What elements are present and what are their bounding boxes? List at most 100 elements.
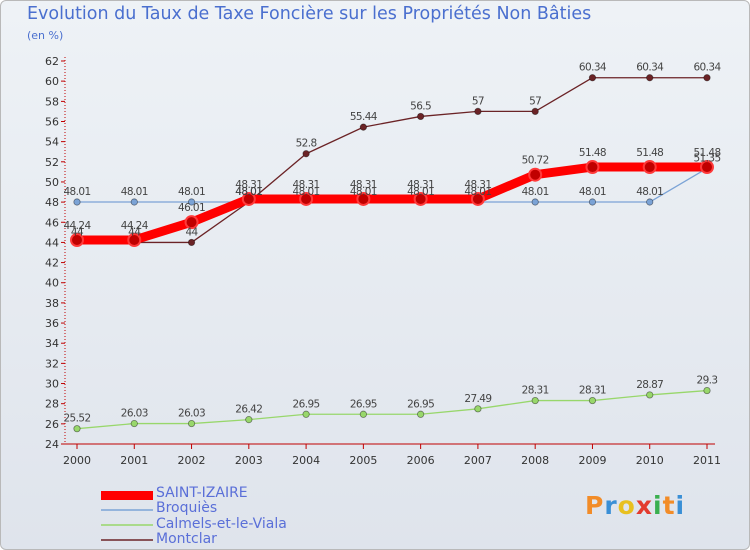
data-label-calmels-et-le-viala: 28.87 — [636, 379, 663, 391]
logo-letter: i — [675, 491, 686, 520]
data-label-saint-izaire: 44.24 — [63, 220, 91, 232]
data-label-saint-izaire: 48.31 — [407, 179, 434, 191]
data-label-saint-izaire: 48.31 — [235, 179, 262, 191]
data-label-broqui-s: 48.01 — [121, 186, 148, 198]
y-tick-label: 44 — [45, 236, 59, 249]
data-label-broqui-s: 48.01 — [293, 186, 320, 198]
data-label-calmels-et-le-viala: 28.31 — [579, 385, 606, 397]
logo-letter: i — [653, 491, 663, 520]
x-tick-label: 2008 — [521, 454, 549, 467]
data-label-broqui-s: 48.01 — [178, 186, 205, 198]
y-tick-label: 62 — [45, 55, 59, 68]
data-point-saint-izaire — [700, 160, 714, 175]
data-label-saint-izaire: 48.31 — [464, 179, 491, 191]
data-point-montclar — [302, 150, 310, 158]
y-tick-label: 54 — [45, 136, 59, 149]
data-label-montclar: 48.01 — [235, 186, 262, 198]
data-label-montclar: 60.34 — [693, 62, 721, 74]
data-point-saint-izaire — [585, 160, 600, 175]
legend-swatches — [101, 491, 153, 541]
proxiti-logo[interactable]: Proxiti — [585, 491, 685, 520]
data-point-montclar — [588, 74, 597, 82]
legend-label-montclar: Montclar — [156, 531, 217, 547]
y-tick-label: 52 — [45, 156, 59, 169]
data-point-calmels-et-le-viala — [73, 425, 81, 433]
x-tick-label: 2007 — [464, 454, 492, 467]
data-label-broqui-s: 48.01 — [464, 186, 491, 198]
data-label-calmels-et-le-viala: 28.31 — [522, 385, 549, 397]
logo-letter: x — [635, 491, 653, 520]
y-tick-label: 38 — [45, 297, 59, 310]
data-label-montclar: 44 — [128, 226, 141, 238]
x-tick-label: 2001 — [120, 454, 148, 467]
axes: 24 26 28 30 32 34 36 38 40 42 44 46 48 50 52 54 56 58 60 62… — [45, 55, 721, 467]
data-label-montclar: 60.34 — [636, 62, 664, 74]
data-label-broqui-s: 48.01 — [235, 186, 262, 198]
data-label-saint-izaire: 48.31 — [293, 179, 320, 191]
data-label-broqui-s: 48.01 — [579, 186, 606, 198]
data-point-calmels-et-le-viala — [302, 410, 310, 418]
data-point-broqui-s — [646, 198, 654, 206]
series-line-calmels-et-le-viala — [76, 389, 708, 430]
data-point-calmels-et-le-viala — [531, 396, 539, 405]
data-point-montclar — [359, 123, 367, 131]
data-label-saint-izaire: 51.48 — [636, 147, 663, 159]
data-point-broqui-s — [588, 198, 597, 206]
data-label-calmels-et-le-viala: 26.42 — [235, 404, 262, 416]
data-point-calmels-et-le-viala — [703, 386, 711, 395]
logo-letter: P — [585, 491, 605, 520]
data-label-montclar: 60.34 — [579, 62, 607, 74]
unit-label: (en %) — [27, 29, 64, 42]
x-tick-label: 2004 — [292, 454, 320, 467]
data-point-calmels-et-le-viala — [646, 391, 654, 399]
y-tick-label: 28 — [45, 398, 59, 411]
data-label-calmels-et-le-viala: 26.95 — [350, 398, 377, 410]
x-tick-label: 2011 — [693, 454, 721, 467]
data-point-saint-izaire — [184, 215, 199, 230]
data-label-calmels-et-le-viala: 26.03 — [178, 408, 205, 420]
data-label-saint-izaire: 50.72 — [522, 155, 549, 167]
data-point-montclar — [474, 107, 482, 115]
data-point-montclar — [531, 107, 539, 115]
y-tick-label: 26 — [45, 418, 59, 431]
data-point-montclar — [703, 74, 711, 82]
y-tick-label: 48 — [45, 196, 59, 209]
data-point-broqui-s — [531, 198, 539, 206]
data-label-montclar: 52.8 — [296, 138, 317, 150]
data-label-montclar: 44 — [185, 226, 198, 238]
data-point-saint-izaire — [241, 191, 256, 206]
x-tick-label: 2009 — [578, 454, 606, 467]
data-label-montclar: 57 — [472, 95, 484, 107]
y-tick-label: 58 — [45, 95, 59, 108]
data-label-montclar: 55.44 — [350, 111, 378, 123]
y-tick-label: 30 — [45, 378, 59, 391]
data-point-saint-izaire — [70, 233, 84, 248]
data-label-montclar: 57 — [529, 95, 541, 107]
data-label-saint-izaire: 46.01 — [178, 202, 205, 214]
data-label-saint-izaire: 51.48 — [579, 147, 606, 159]
data-point-calmels-et-le-viala — [359, 410, 367, 418]
y-tick-label: 36 — [45, 317, 59, 330]
y-tick-label: 56 — [45, 115, 59, 128]
data-point-calmels-et-le-viala — [474, 405, 482, 413]
x-tick-label: 2006 — [407, 454, 435, 467]
y-tick-label: 46 — [45, 216, 59, 229]
series-line-montclar — [76, 77, 708, 244]
logo-letter: t — [662, 491, 676, 520]
legend-label-calmels: Calmels-et-le-Viala — [156, 516, 287, 532]
data-label-broqui-s: 51.35 — [693, 152, 720, 164]
data-label-saint-izaire: 44.24 — [121, 220, 149, 232]
x-tick-label: 2010 — [636, 454, 664, 467]
data-point-calmels-et-le-viala — [187, 419, 196, 428]
data-point-saint-izaire — [642, 160, 657, 175]
data-label-calmels-et-le-viala: 26.03 — [121, 408, 148, 420]
legend-label-broquies: Broquiès — [156, 500, 218, 516]
logo-letter: o — [617, 491, 636, 520]
x-tick-label: 2002 — [178, 454, 206, 467]
data-label-calmels-et-le-viala: 26.95 — [293, 398, 320, 410]
series-layer — [70, 74, 714, 433]
data-label-montclar: 56.5 — [410, 100, 431, 112]
data-point-saint-izaire — [413, 191, 428, 206]
